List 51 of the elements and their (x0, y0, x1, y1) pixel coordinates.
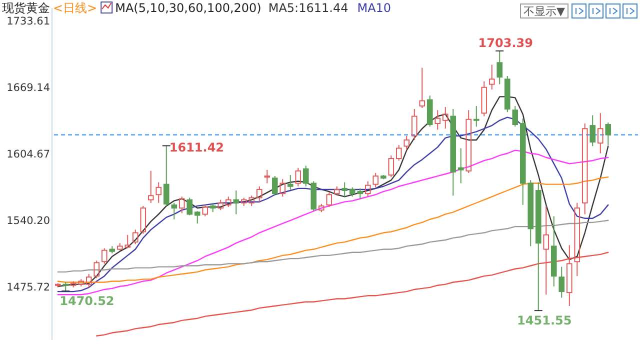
candlestick (558, 266, 565, 298)
chart-subtitle: <日线> (53, 1, 98, 15)
candlestick (256, 186, 262, 202)
candlestick (574, 202, 580, 277)
y-tick-label: 1540.20 (6, 215, 50, 228)
candlestick (404, 135, 410, 151)
candlestick (496, 50, 503, 85)
candlestick (148, 170, 154, 204)
candlestick (473, 105, 480, 128)
candlestick (411, 108, 418, 140)
y-tick-label: 1733.61 (6, 16, 50, 28)
annotation: 1611.42 (169, 140, 224, 155)
control-dropdown: 不显示▼ (520, 4, 568, 18)
text: MA5:1611.44 (268, 1, 348, 15)
candlestick (566, 244, 572, 306)
candlestick (458, 148, 464, 184)
candlestick (605, 122, 612, 146)
candlestick (364, 180, 371, 198)
candlestick (466, 110, 472, 174)
candlestick (233, 190, 240, 215)
candlestick (156, 182, 162, 204)
candlestick (287, 174, 294, 190)
candlestick (419, 67, 426, 109)
candlestick (590, 114, 596, 147)
candlestick (550, 216, 557, 287)
candlestick (280, 178, 286, 198)
annotation: 1470.52 (60, 294, 114, 308)
y-tick-label: 1475.72 (6, 282, 50, 294)
annotation: 不显示▼ (524, 5, 566, 18)
candlestick (535, 182, 542, 312)
y-tick-label: 1604.67 (6, 148, 50, 161)
candlestick (264, 169, 270, 184)
candlestick (163, 145, 170, 206)
text: MA10 (357, 1, 392, 15)
annotation: 1451.55 (517, 314, 572, 328)
candlestick (442, 106, 448, 130)
candlestick (450, 108, 456, 196)
line-series (57, 220, 609, 273)
candlestick (481, 80, 488, 117)
candlestick (171, 202, 178, 220)
candlestick (582, 122, 588, 215)
chart-title: 现货黄金 (2, 1, 50, 15)
annotation: 1703.39 (478, 36, 533, 50)
candlestick (434, 110, 441, 130)
candlestick (194, 210, 200, 224)
candlestick (597, 112, 604, 154)
candlestick (342, 182, 348, 198)
y-tick-label: 1669.14 (6, 82, 50, 94)
candlestick (543, 205, 550, 296)
candlestick (488, 64, 495, 90)
legend-title: MA(5,10,30,60,100,200) (115, 1, 262, 15)
